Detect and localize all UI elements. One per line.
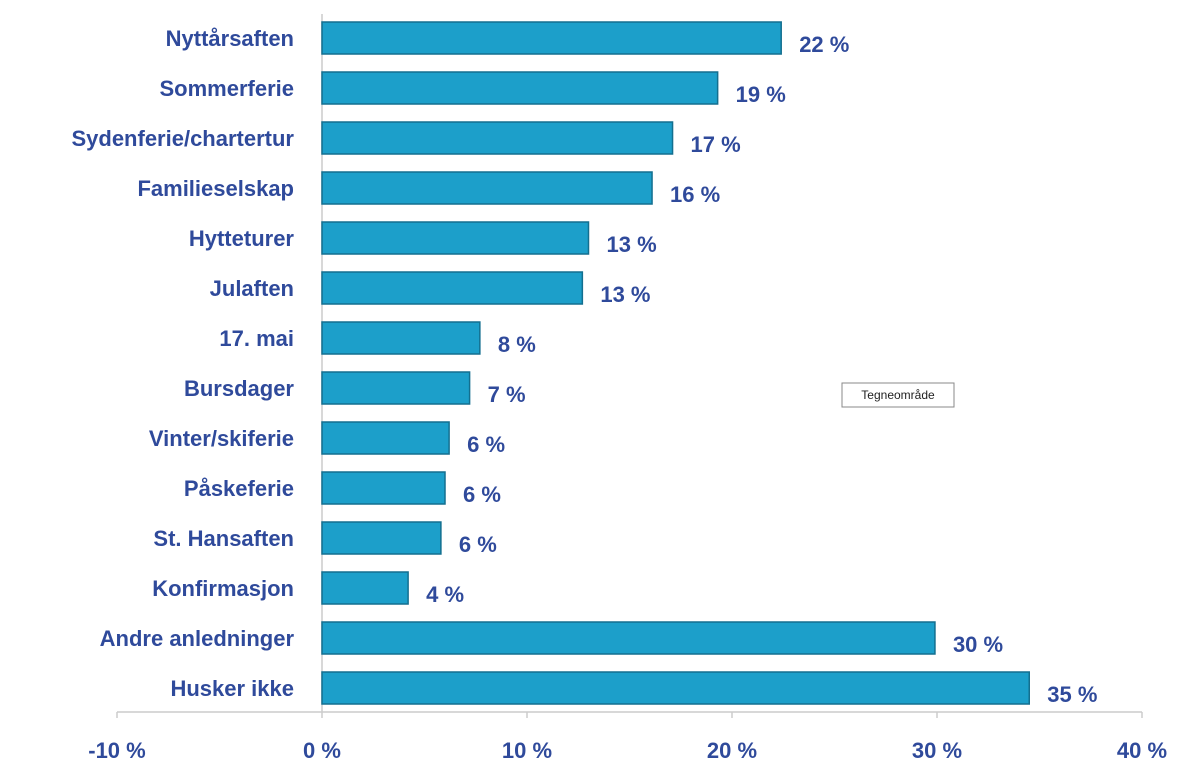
y-tick-label: St. Hansaften bbox=[153, 526, 294, 551]
bar bbox=[321, 21, 782, 55]
value-label: 6 % bbox=[459, 532, 497, 557]
y-tick-label: Påskeferie bbox=[184, 476, 294, 501]
y-tick-label: 17. mai bbox=[219, 326, 294, 351]
y-tick-label: Sommerferie bbox=[159, 76, 294, 101]
bar bbox=[321, 571, 409, 605]
bar bbox=[321, 521, 442, 555]
bar bbox=[321, 321, 481, 355]
value-label: 8 % bbox=[498, 332, 536, 357]
tooltip: Tegneområde bbox=[841, 382, 955, 408]
y-tick-label: Julaften bbox=[210, 276, 294, 301]
y-tick-label: Sydenferie/chartertur bbox=[71, 126, 294, 151]
bar bbox=[321, 121, 674, 155]
y-tick-label: Andre anledninger bbox=[100, 626, 295, 651]
x-tick-label: -10 % bbox=[88, 738, 145, 763]
value-label: 6 % bbox=[467, 432, 505, 457]
bar bbox=[321, 471, 446, 505]
y-tick-label: Familieselskap bbox=[137, 176, 294, 201]
x-tick-label: 30 % bbox=[912, 738, 962, 763]
value-label: 7 % bbox=[488, 382, 526, 407]
value-label: 22 % bbox=[799, 32, 849, 57]
bar bbox=[321, 221, 590, 255]
bar bbox=[321, 271, 584, 305]
value-label: 13 % bbox=[600, 282, 650, 307]
x-tick-label: 10 % bbox=[502, 738, 552, 763]
value-label: 30 % bbox=[953, 632, 1003, 657]
y-tick-label: Husker ikke bbox=[170, 676, 294, 701]
x-tick-label: 20 % bbox=[707, 738, 757, 763]
x-tick-label: 40 % bbox=[1117, 738, 1167, 763]
value-label: 35 % bbox=[1047, 682, 1097, 707]
tooltip-box bbox=[841, 382, 955, 408]
value-label: 4 % bbox=[426, 582, 464, 607]
value-label: 17 % bbox=[691, 132, 741, 157]
value-label: 19 % bbox=[736, 82, 786, 107]
value-label: 13 % bbox=[607, 232, 657, 257]
value-label: 16 % bbox=[670, 182, 720, 207]
y-tick-label: Bursdager bbox=[184, 376, 294, 401]
y-tick-label: Hytteturer bbox=[189, 226, 295, 251]
bar bbox=[321, 71, 719, 105]
y-tick-label: Nyttårsaften bbox=[166, 26, 294, 51]
bar bbox=[321, 171, 653, 205]
bar bbox=[321, 671, 1030, 705]
value-label: 6 % bbox=[463, 482, 501, 507]
y-tick-label: Vinter/skiferie bbox=[149, 426, 294, 451]
bar bbox=[321, 371, 471, 405]
bar bbox=[321, 621, 936, 655]
bar bbox=[321, 421, 450, 455]
y-tick-label: Konfirmasjon bbox=[152, 576, 294, 601]
x-tick-label: 0 % bbox=[303, 738, 341, 763]
tooltip-text: Tegneområde bbox=[861, 388, 935, 402]
